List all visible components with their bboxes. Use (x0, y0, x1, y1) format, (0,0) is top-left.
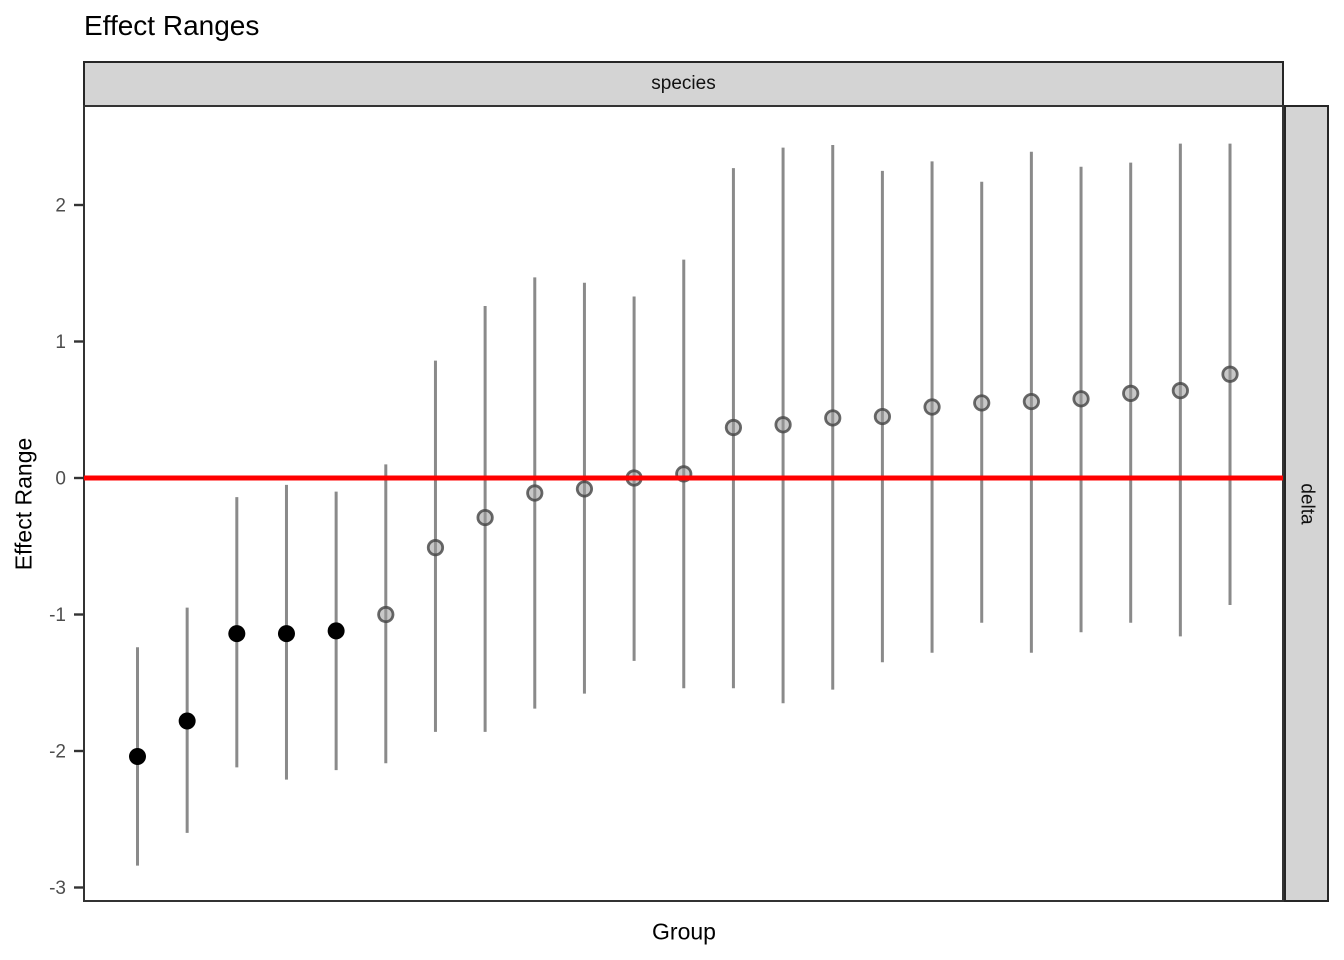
point-marker-significant (327, 622, 345, 640)
point-marker (724, 418, 743, 437)
point-marker (377, 605, 395, 624)
point-marker-significant (129, 747, 146, 765)
facet-strip-top-label: species (651, 73, 716, 94)
point-marker (1072, 390, 1090, 408)
point-marker (1171, 382, 1189, 400)
point-marker-significant (277, 625, 295, 643)
y-axis-tick-label: 2 (55, 196, 66, 217)
y-axis-title: Effect Range (10, 437, 37, 571)
point-marker (1022, 392, 1040, 411)
point-marker (1122, 384, 1140, 402)
x-axis-title: Group (652, 918, 716, 945)
y-axis-tick-label: -1 (49, 605, 66, 626)
point-marker (1221, 365, 1239, 383)
y-axis-tick-label: -2 (49, 742, 66, 763)
y-axis-tick-label: 0 (55, 469, 66, 490)
point-marker (575, 480, 594, 498)
facet-strip-right: delta (1284, 105, 1329, 902)
point-marker (824, 409, 842, 427)
point-marker (774, 416, 792, 434)
y-axis-tick-label: 1 (55, 332, 66, 353)
point-marker (923, 398, 941, 416)
point-marker (973, 394, 991, 412)
y-axis-tick-label: -3 (49, 878, 66, 899)
plot-panel (83, 105, 1284, 902)
point-marker (476, 508, 494, 527)
point-marker (426, 539, 445, 557)
point-marker-significant (228, 625, 246, 643)
facet-strip-top: species (83, 61, 1284, 107)
plot-title: Effect Ranges (84, 10, 260, 41)
point-marker (526, 484, 544, 502)
point-marker-significant (178, 712, 196, 730)
point-marker (873, 407, 892, 426)
